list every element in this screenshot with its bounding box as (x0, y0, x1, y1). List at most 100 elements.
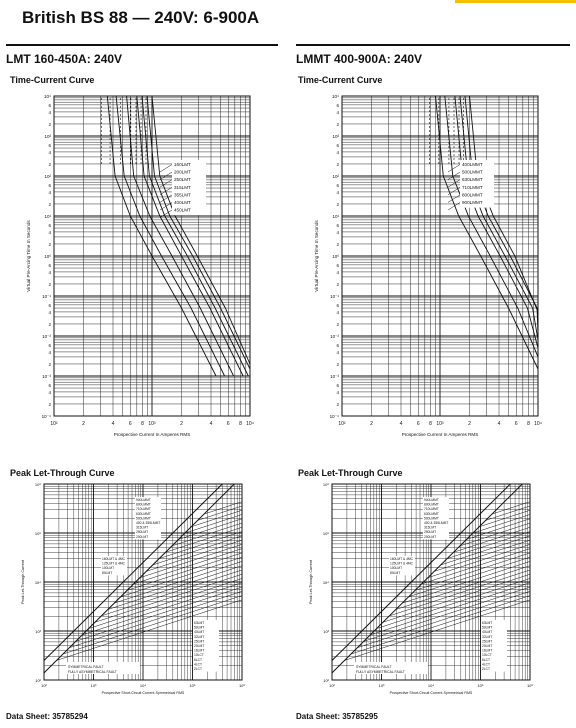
cutoff-curve (127, 552, 243, 591)
legend-label: 63LMT (482, 621, 492, 625)
legend-leader (159, 179, 173, 188)
y-tick-label: 4 (336, 110, 339, 115)
y-tick-label: 10⁴ (332, 94, 339, 99)
series-line (141, 95, 249, 377)
y-tick-label: 2 (336, 242, 339, 247)
legend-label: 16LMT (482, 649, 492, 653)
y-tick-label: 2 (48, 162, 51, 167)
legend-label: 315LMT (174, 185, 191, 190)
x-tick-label: 4 (112, 421, 115, 427)
time-current-chart-lmt: 10⁴ 6 4 2 10³ 6 4 2 10² 6 4 2 10¹ 6 4 2 10⁰ 6 4 2 10⁻¹ 6 4 2 10⁻… (26, 94, 254, 437)
series-line (126, 95, 235, 377)
x-tick-label: 8 (239, 421, 242, 427)
y-tick-label: 10² (44, 174, 51, 179)
cutoff-curve (357, 591, 531, 648)
cutoff-curve (185, 514, 243, 534)
right-section-title: LMMT 400-900A: 240V (296, 52, 423, 66)
legend-label: 40LMT (194, 630, 204, 634)
tcc-plot-area (341, 95, 539, 417)
legend-label: 200LMT (136, 535, 148, 539)
asymmetrical-fault-line (331, 483, 511, 661)
legend-label: 630LMMT (424, 512, 439, 516)
right-tcc-title: Time-Current Curve (298, 75, 383, 85)
legend-background (460, 160, 494, 208)
y-tick-label: 4 (48, 190, 51, 195)
legend-label: 250LMT (424, 530, 436, 534)
y-tick-label: 4 (48, 390, 51, 395)
y-tick-label: 2 (48, 242, 51, 247)
cutoff-curve (107, 565, 243, 610)
asymmetrical-fault-line (43, 483, 223, 661)
legend-label: 200LMT (174, 170, 191, 175)
legend-leader (159, 209, 173, 218)
y-tick-label: 6 (48, 223, 51, 228)
x-tick-label: 10⁵ (477, 683, 483, 688)
cutoff-curve (350, 595, 531, 655)
legend-label: 400 & 355LMMT (136, 521, 160, 525)
legend-label: 50LMT (194, 626, 204, 630)
y-tick-label: 4 (48, 270, 51, 275)
y-tick-label: 2 (336, 162, 339, 167)
y-axis-label: Virtual Pre-Arcing Time In Seconds (26, 220, 31, 292)
y-tick-label: 6 (48, 183, 51, 188)
y-axis-label: Virtual Pre-Arcing Time In Seconds (314, 220, 319, 292)
legend-leader (447, 202, 461, 211)
legend-leader (159, 171, 173, 180)
legend-label: 800LMMT (462, 192, 483, 197)
y-tick-label: 6 (336, 143, 339, 148)
cutoff-curve (153, 535, 243, 566)
legend-label: 250LMT (136, 530, 148, 534)
legend-leader (447, 179, 461, 188)
y-tick-label: 10⁻⁴ (42, 414, 51, 419)
y-tick-label: 10⁶ (323, 482, 329, 487)
y-tick-label: 4 (48, 230, 51, 235)
legend-label: 400LMMT (462, 162, 483, 167)
cutoff-curve (460, 522, 531, 546)
cutoff-curve (120, 556, 243, 597)
legend-label: 2LCT (194, 667, 202, 671)
y-tick-label: 6 (48, 103, 51, 108)
legend-label: 200LMT (424, 535, 436, 539)
legend-background (481, 620, 507, 672)
cutoff-curve (114, 561, 243, 604)
legend-leader (159, 187, 173, 196)
legend-label: 710LMMT (136, 507, 151, 511)
series-line (435, 95, 539, 370)
x-tick-label: 10³ (91, 683, 97, 688)
legend-background (423, 497, 449, 540)
legend-label: 10LCT (482, 653, 492, 657)
cutoff-curve (389, 569, 531, 617)
x-tick-label: 6 (227, 421, 230, 427)
time-current-chart-lmmt: 10⁴ 6 4 2 10³ 6 4 2 10² 6 4 2 10¹ 6 4 2 10⁰ 6 4 2 10⁻¹ 6 4 2 10⁻… (314, 94, 542, 437)
y-tick-label: 10⁻³ (42, 374, 51, 379)
y-tick-label: 10⁻² (42, 334, 51, 339)
legend-label: 6LCT (482, 658, 490, 662)
x-tick-label: 4 (210, 421, 213, 427)
annotation-asymmetrical: FULLY ASYMMETRICAL FAULT (68, 670, 117, 674)
cutoff-curve (204, 501, 243, 515)
y-tick-label: 6 (48, 263, 51, 268)
legend-label: 400 & 355LMMT (424, 521, 448, 525)
legend-label: 900LMMT (136, 498, 151, 502)
y-tick-label: 4 (336, 150, 339, 155)
y-tick-label: 2 (48, 122, 51, 127)
legend-label: 20LMT (482, 644, 492, 648)
y-tick-label: 6 (48, 343, 51, 348)
legend-label: 25LMT (482, 639, 492, 643)
legend-label: 100LMT (102, 566, 114, 570)
x-tick-label: 10² (41, 683, 47, 688)
x-tick-label: 2 (82, 421, 85, 427)
symmetrical-fault-line (331, 483, 523, 674)
cutoff-curve (146, 539, 243, 572)
legend-label: 630LMMT (462, 177, 483, 182)
y-axis-label: Peak Let-Through Current (21, 559, 25, 604)
peak-let-through-chart-left: 10² 10³ 10⁴ 10⁵ 10⁶ 10² 10³ 10⁴ 10⁵ 10⁶ Prospectiv… (21, 482, 245, 695)
cutoff-curve (466, 518, 531, 540)
x-tick-label: 10³ (379, 683, 385, 688)
cutoff-curve (95, 573, 243, 623)
y-tick-label: 10³ (44, 134, 51, 139)
y-tick-label: 10⁵ (35, 531, 41, 536)
